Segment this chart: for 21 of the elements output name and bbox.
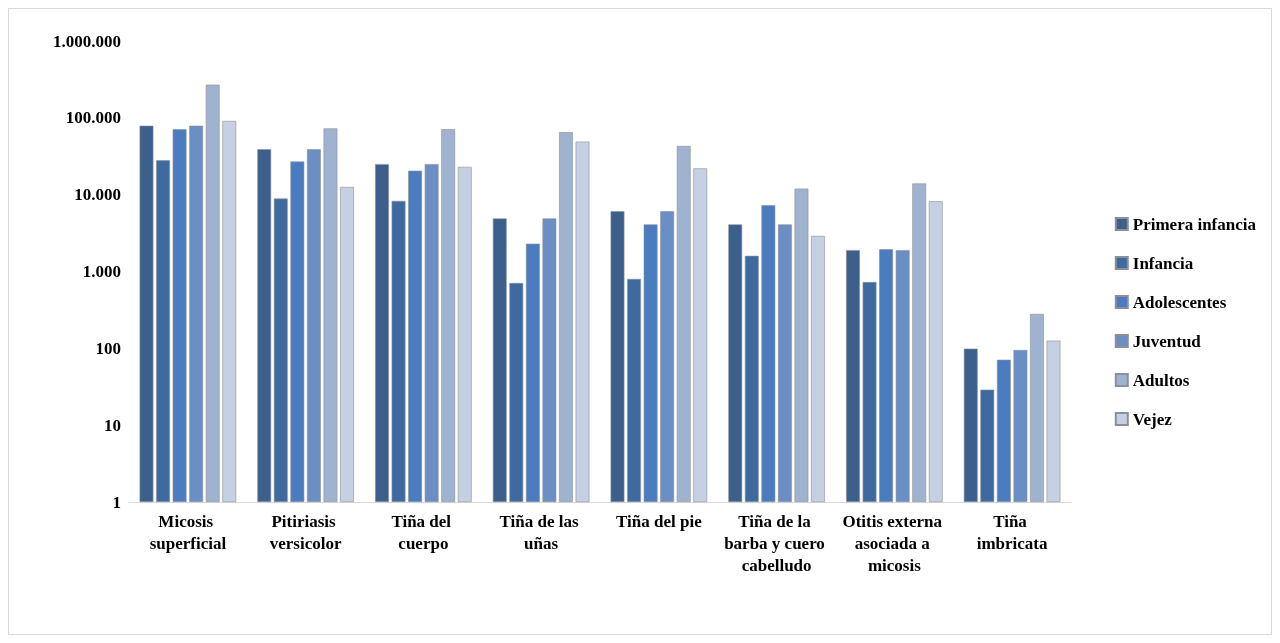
legend-label: Adolescentes [1132, 292, 1227, 312]
y-tick-label: 1.000.000 [53, 31, 121, 51]
x-tick-label: Tiña de las uñas [499, 511, 583, 553]
legend-label: Primera infancia [1132, 214, 1257, 234]
x-tick-label: Otitis externa asociada a micosis [842, 511, 947, 575]
y-tick-label: 10.000 [74, 185, 121, 205]
legend-label: Infancia [1132, 253, 1194, 273]
x-tick-label: Tiña del pie [616, 511, 703, 531]
x-tick-label: Tiña de la barba y cuero cabelludo [724, 511, 830, 575]
y-tick-label: 100.000 [65, 108, 121, 128]
x-tick-label: Micosis superficial [149, 511, 227, 553]
y-tick-label: 10 [104, 415, 121, 435]
x-tick-label: Tiña del cuerpo [391, 511, 456, 553]
legend-label: Adultos [1132, 370, 1190, 390]
y-tick-label: 100 [95, 338, 121, 358]
y-tick-label: 1 [112, 492, 121, 512]
legend-label: Juventud [1132, 331, 1202, 351]
legend-label: Vejez [1132, 409, 1173, 429]
y-tick-label: 1.000 [82, 262, 121, 281]
x-tick-label: Tiña imbricata [976, 511, 1049, 553]
x-tick-label: Pitiriasis versicolor [269, 511, 342, 553]
